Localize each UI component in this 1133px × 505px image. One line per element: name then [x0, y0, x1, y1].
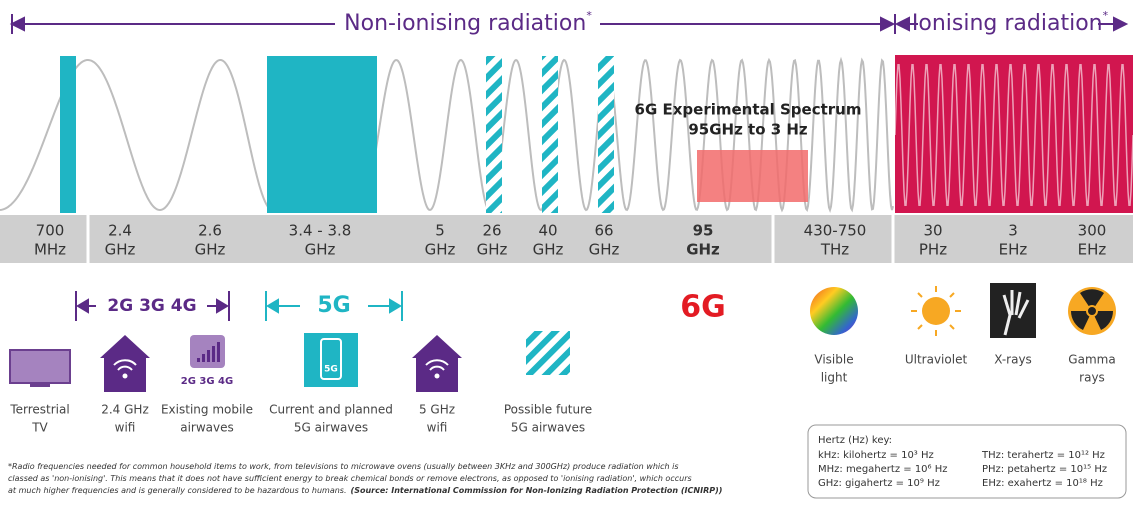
key-item: THz: terahertz = 10¹² Hz: [981, 450, 1105, 461]
icon-label: Gamma: [1068, 353, 1115, 367]
key-item: MHz: megahertz = 10⁶ Hz: [818, 464, 948, 475]
label-band: [0, 215, 1133, 263]
band-40: [542, 56, 558, 213]
spectrum-value: 30: [923, 222, 942, 240]
experimental-range: 95GHz to 3 Hz: [688, 121, 808, 139]
band-26: [486, 56, 502, 213]
spectrum-unit: THz: [820, 241, 849, 259]
spectrum-value: 430-750: [804, 222, 867, 240]
future-label: 6G: [680, 290, 726, 325]
footnote-line: at much higher frequencies and is genera…: [8, 486, 722, 495]
key-item: PHz: petahertz = 10¹⁵ Hz: [982, 464, 1107, 475]
icon-label: wifi: [427, 421, 448, 435]
current-label: 5G: [317, 293, 350, 318]
footnote-text: classed as 'non-ionising'. This means th…: [8, 474, 692, 483]
icon-label: X-rays: [994, 353, 1032, 367]
spectrum-value: 40: [538, 222, 557, 240]
spectrum-unit: GHz: [425, 241, 456, 259]
spectrum-value: 26: [482, 222, 501, 240]
spectrum-unit: EHz: [999, 241, 1028, 259]
spectrum-value: 2.4: [108, 222, 132, 240]
spectrum-value: 2.6: [198, 222, 222, 240]
icon-label: wifi: [115, 421, 136, 435]
icon-label: Possible future: [504, 403, 592, 417]
band-66: [598, 56, 614, 213]
phone-badge: 5G: [324, 365, 338, 375]
spectrum-unit: GHz: [686, 241, 720, 259]
mobile-badge: 2G 3G 4G: [181, 376, 233, 387]
icon-label: 2.4 GHz: [101, 403, 149, 417]
icon-label: Visible: [814, 353, 853, 367]
experimental-band: [697, 150, 808, 202]
spectrum-unit: MHz: [34, 241, 66, 259]
icon-label: airwaves: [180, 421, 234, 435]
non-ionising-title: Non-ionising radiation*: [344, 9, 592, 36]
key-item: GHz: gigahertz = 10⁹ Hz: [818, 478, 940, 489]
ionising-title: Ionising radiation*: [912, 9, 1109, 36]
key-title: Hertz (Hz) key:: [818, 435, 892, 446]
spectrum-unit: GHz: [477, 241, 508, 259]
spectrum-unit: GHz: [305, 241, 336, 259]
footnote-text: at much higher frequencies and is genera…: [8, 486, 347, 495]
spectrum-value: 3: [1008, 222, 1018, 240]
spectrum-unit: PHz: [919, 241, 947, 259]
spectrum-value: 95: [693, 222, 714, 240]
icon-label: rays: [1079, 371, 1105, 385]
icon-label: Current and planned: [269, 403, 393, 417]
icon-label: Ultraviolet: [905, 353, 968, 367]
key-item: kHz: kilohertz = 10³ Hz: [818, 450, 934, 461]
spectrum-unit: GHz: [533, 241, 564, 259]
legacy-label: 2G 3G 4G: [107, 296, 196, 316]
spectrum-unit: GHz: [589, 241, 620, 259]
footnote-line: classed as 'non-ionising'. This means th…: [8, 474, 692, 483]
spectrum-value: 700: [36, 222, 65, 240]
footnote-line: *Radio frequencies needed for common hou…: [8, 462, 679, 471]
icon-label: Existing mobile: [161, 403, 253, 417]
footnote-source: (Source: International Commission for No…: [351, 486, 723, 495]
spectrum-unit: GHz: [195, 241, 226, 259]
spectrum-value: 300: [1078, 222, 1107, 240]
icon-label: 5G airwaves: [511, 421, 585, 435]
spectrum-unit: GHz: [105, 241, 136, 259]
footnote-text: *Radio frequencies needed for common hou…: [8, 462, 679, 471]
infographic: Non-ionising radiation* Ionising radiati…: [0, 0, 1133, 505]
icon-label: 5 GHz: [419, 403, 455, 417]
experimental-title: 6G Experimental Spectrum: [635, 101, 862, 119]
icon-label: 5G airwaves: [294, 421, 368, 435]
band-5g: [267, 56, 377, 213]
icon-label: light: [821, 371, 848, 385]
spectrum-value: 3.4 - 3.8: [289, 222, 352, 240]
key-item: EHz: exahertz = 10¹⁸ Hz: [982, 478, 1103, 489]
spectrum-unit: EHz: [1078, 241, 1107, 259]
spectrum-value: 5: [435, 222, 445, 240]
band-700: [60, 56, 76, 213]
spectrum-value: 66: [594, 222, 613, 240]
icon-label: TV: [31, 421, 48, 435]
icon-label: Terrestrial: [9, 403, 69, 417]
